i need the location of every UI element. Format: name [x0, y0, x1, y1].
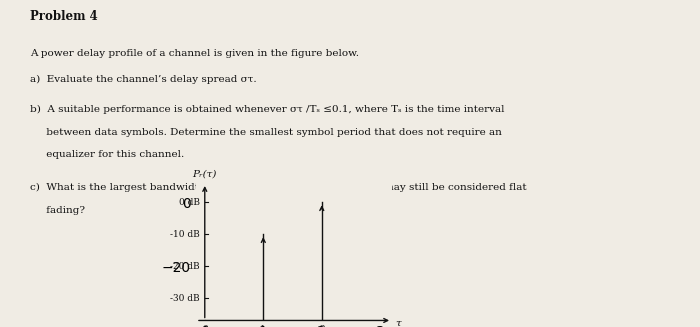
Text: Problem 4: Problem 4 [30, 10, 98, 23]
Text: a)  Evaluate the channel’s delay spread στ.: a) Evaluate the channel’s delay spread σ… [30, 75, 257, 84]
Text: equalizer for this channel.: equalizer for this channel. [30, 150, 185, 160]
Text: -20 dB: -20 dB [171, 262, 200, 271]
Text: 0: 0 [202, 325, 208, 327]
Text: between data symbols. Determine the smallest symbol period that does not require: between data symbols. Determine the smal… [30, 128, 502, 137]
Text: b)  A suitable performance is obtained whenever στ /Tₛ ≤0.1, where Tₛ is the tim: b) A suitable performance is obtained wh… [30, 105, 505, 114]
Text: Pᵣ(τ): Pᵣ(τ) [193, 169, 217, 178]
Text: A power delay profile of a channel is given in the figure below.: A power delay profile of a channel is gi… [30, 49, 359, 58]
Text: -10 dB: -10 dB [170, 230, 200, 239]
Text: c)  What is the largest bandwidth of a signal such that the channel may still be: c) What is the largest bandwidth of a si… [30, 183, 527, 192]
Text: τ: τ [395, 319, 400, 327]
Text: 2: 2 [319, 325, 325, 327]
Text: -30 dB: -30 dB [171, 294, 200, 302]
Text: 0 dB: 0 dB [179, 198, 200, 207]
Text: 1: 1 [260, 325, 266, 327]
Text: fading?: fading? [30, 206, 85, 215]
